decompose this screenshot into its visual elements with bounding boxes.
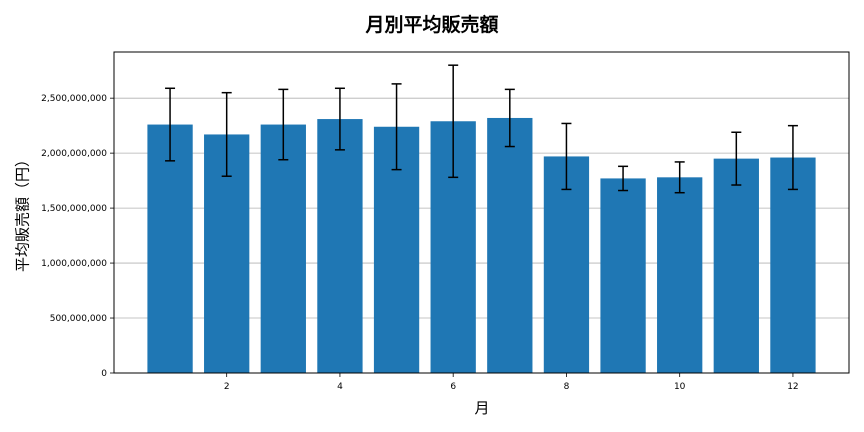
x-axis-label: 月 <box>474 399 490 417</box>
y-tick-label: 2,500,000,000 <box>41 94 107 104</box>
bar <box>543 156 590 373</box>
axes-frame <box>113 51 850 374</box>
y-axis-ticks: 0 500,000,000 1,000,000,000 1,500,000,000 2,… <box>41 94 114 379</box>
chart-title: 月別平均販売額 <box>365 14 499 36</box>
bar <box>770 157 816 373</box>
bar <box>487 117 533 374</box>
y-tick-label: 500,000,000 <box>50 314 108 324</box>
bar <box>600 178 646 373</box>
bar <box>713 158 759 373</box>
x-tick-label: 12 <box>787 382 798 392</box>
bar <box>260 124 306 373</box>
x-tick-label: 8 <box>564 382 570 392</box>
x-axis-ticks: 2 4 6 8 10 12 <box>224 373 799 392</box>
y-tick-label: 1,000,000,000 <box>41 259 107 269</box>
x-tick-label: 6 <box>450 382 456 392</box>
error-bars <box>165 64 798 194</box>
x-tick-label: 10 <box>674 382 686 392</box>
bar <box>657 177 703 373</box>
bars <box>147 117 816 374</box>
y-tick-label: 1,500,000,000 <box>41 204 107 214</box>
bar <box>147 124 193 373</box>
bar <box>317 119 363 373</box>
y-tick-label: 0 <box>101 369 107 379</box>
y-tick-label: 2,000,000,000 <box>41 149 107 159</box>
x-tick-label: 2 <box>224 382 230 392</box>
x-tick-label: 4 <box>337 382 343 392</box>
